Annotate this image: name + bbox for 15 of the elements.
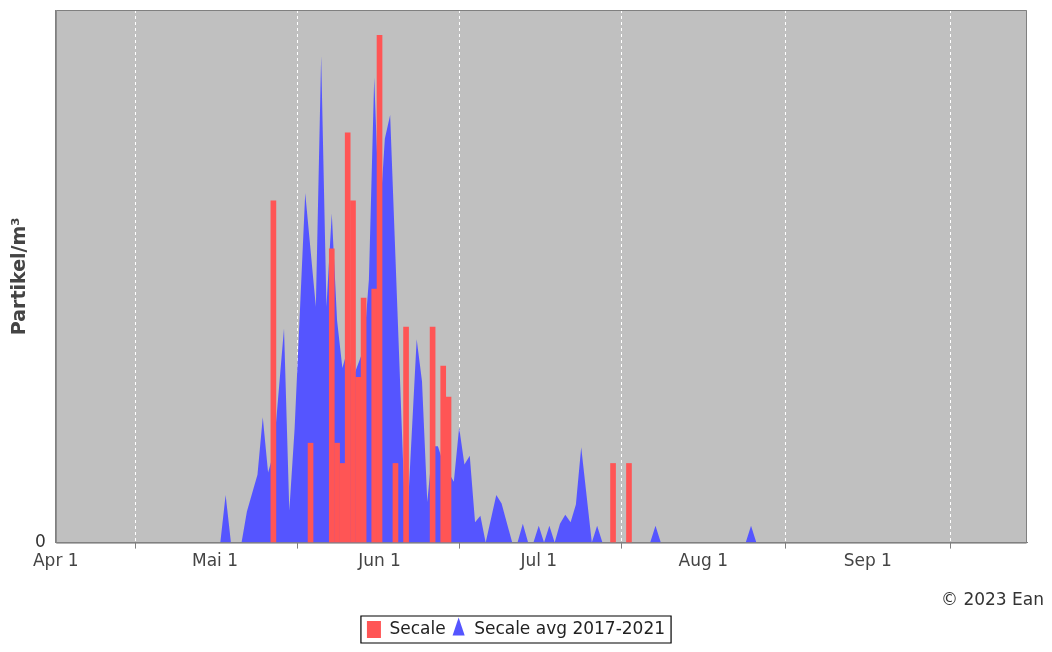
- x-tick-label: Mai 1: [192, 550, 239, 571]
- bar: [626, 463, 632, 543]
- text: 0: [34, 531, 46, 552]
- bar: [403, 326, 409, 543]
- x-tick-label: Sep 1: [843, 550, 892, 571]
- legend-label: Secale: [389, 617, 446, 638]
- bar: [440, 365, 447, 543]
- x-tick-label: Jul 1: [519, 550, 558, 571]
- x-tick-label: Jun 1: [357, 550, 401, 571]
- x-tick-label: Aug 1: [678, 550, 728, 571]
- text: © 2023 Ean: [940, 589, 1044, 610]
- bar: [610, 463, 616, 543]
- legend-label: Secale avg 2017-2021: [474, 617, 666, 638]
- x-tick-label: Apr 1: [32, 550, 79, 571]
- y-axis-title: Partikel/m³: [7, 217, 30, 336]
